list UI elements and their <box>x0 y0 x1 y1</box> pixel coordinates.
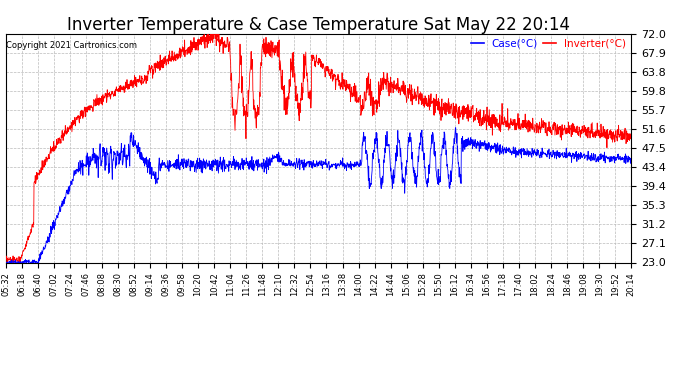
Legend: Case(°C), Inverter(°C): Case(°C), Inverter(°C) <box>467 35 630 53</box>
Text: Copyright 2021 Cartronics.com: Copyright 2021 Cartronics.com <box>6 40 137 50</box>
Title: Inverter Temperature & Case Temperature Sat May 22 20:14: Inverter Temperature & Case Temperature … <box>67 16 570 34</box>
